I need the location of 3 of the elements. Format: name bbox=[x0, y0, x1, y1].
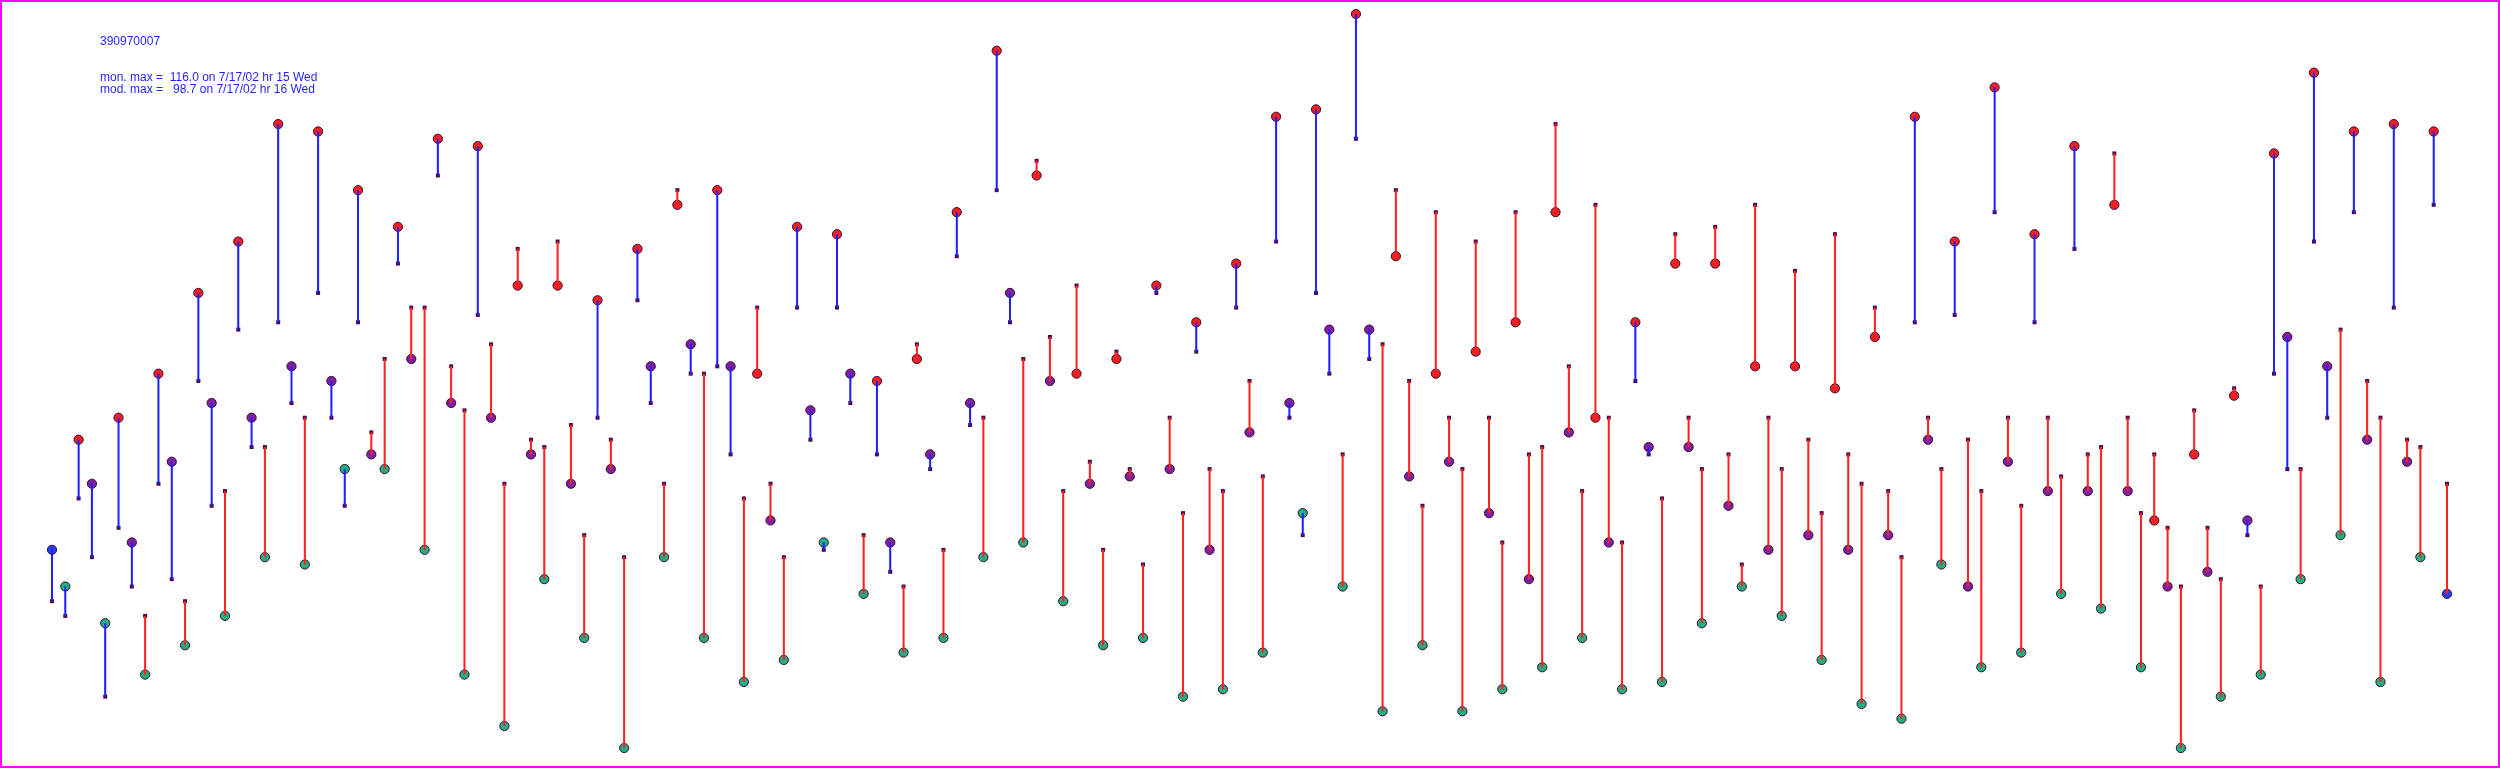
annotation: mon. max = 116.0 on 7/17/02 hr 15 Wed bbox=[100, 70, 318, 84]
annotation: mod. max = 98.7 on 7/17/02 hr 16 Wed bbox=[100, 82, 315, 96]
text: 390970007 bbox=[100, 34, 161, 48]
